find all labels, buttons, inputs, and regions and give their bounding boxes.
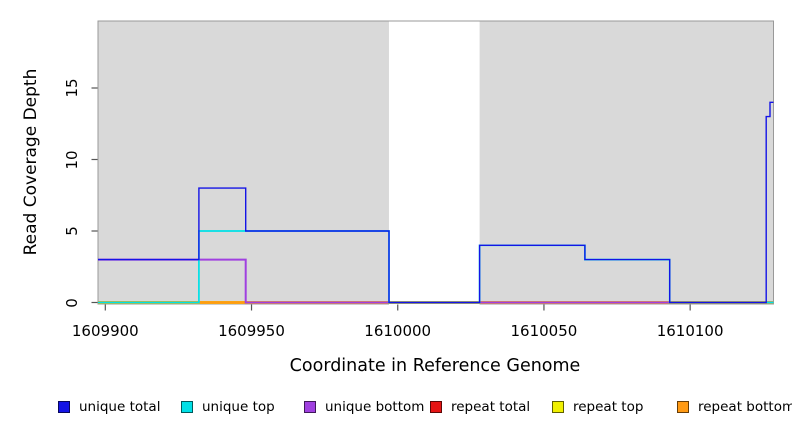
x-tick-label-1610050: 1610050 <box>510 322 578 340</box>
x-axis-title: Coordinate in Reference Genome <box>289 356 581 376</box>
repeat-top-swatch-icon <box>552 401 564 413</box>
legend-label: unique total <box>79 399 161 415</box>
legend-label: unique bottom <box>325 399 425 415</box>
y-tick-label-15: 15 <box>63 78 81 98</box>
legend-item-repeat-bottom: repeat bottom <box>677 397 792 417</box>
x-tick-label-1610000: 1610000 <box>364 322 432 340</box>
repeat-bottom-swatch-icon <box>677 401 689 413</box>
y-tick-label-0: 0 <box>63 297 81 308</box>
legend-label: repeat bottom <box>698 399 792 415</box>
unique-bottom-swatch-icon <box>304 401 316 413</box>
x-tick-label-1609900: 1609900 <box>71 322 139 340</box>
y-tick-label-10: 10 <box>63 149 81 170</box>
unique-top-swatch-icon <box>181 401 193 413</box>
unique-total-swatch-icon <box>58 401 70 413</box>
legend-label: repeat top <box>573 399 644 415</box>
legend-item-unique-total: unique total <box>58 397 160 417</box>
legend: unique total unique top unique bottom re… <box>0 397 792 421</box>
legend-item-unique-bottom: unique bottom <box>304 397 424 417</box>
x-tick-label-1609950: 1609950 <box>218 322 285 340</box>
legend-item-unique-top: unique top <box>181 397 275 417</box>
y-axis-title: Read Coverage Depth <box>21 68 41 256</box>
repeat-total-swatch-icon <box>430 401 442 413</box>
y-tick-label-5: 5 <box>63 226 81 236</box>
legend-item-repeat-top: repeat top <box>552 397 643 417</box>
legend-label: unique top <box>202 399 275 415</box>
legend-item-repeat-total: repeat total <box>430 397 530 417</box>
legend-label: repeat total <box>451 399 531 415</box>
x-tick-label-1610100: 1610100 <box>656 322 724 340</box>
